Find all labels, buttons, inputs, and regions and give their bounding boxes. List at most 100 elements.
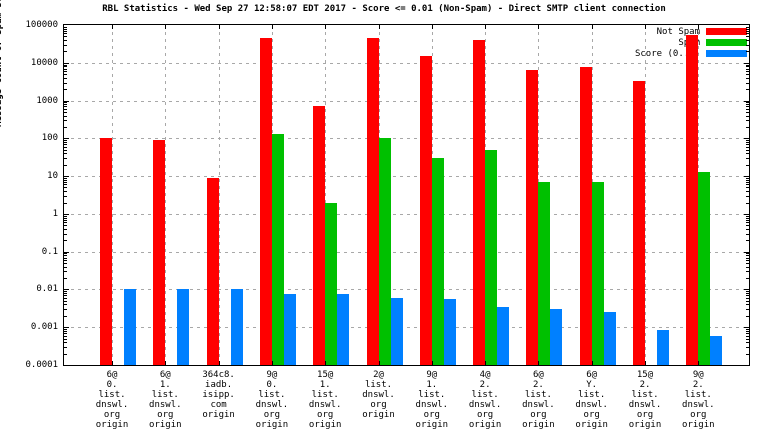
y-minor-tick-right (746, 191, 749, 193)
x-tick-label: 6@ 1. list. dnswl. org origin (149, 370, 182, 430)
y-minor-tick-right (746, 141, 749, 143)
x-tick-bottom (165, 361, 166, 365)
y-minor-tick-right (746, 338, 749, 340)
y-tick-label: 100000 (25, 20, 58, 30)
y-minor-tick-right (746, 195, 749, 197)
legend-swatch-spam (706, 39, 747, 46)
y-minor-tick-left (64, 28, 67, 30)
y-minor-tick-left (64, 30, 67, 32)
y-minor-tick-right (746, 330, 749, 332)
y-minor-tick-right (746, 177, 749, 179)
bar-spam (432, 158, 444, 365)
y-minor-tick-right (746, 315, 749, 317)
y-minor-tick-left (64, 335, 67, 337)
bar-not-spam (100, 138, 112, 365)
bar-score (550, 309, 562, 365)
x-tick-label: 4@ 2. list. dnswl. org origin (468, 370, 502, 430)
y-minor-tick-right (746, 304, 749, 306)
bar-not-spam (313, 106, 325, 365)
bar-not-spam (633, 81, 645, 365)
x-tick-bottom (219, 361, 220, 365)
y-minor-tick-right (746, 36, 749, 38)
y-minor-tick-left (64, 219, 67, 221)
gridline-vertical (325, 25, 326, 365)
y-tick-label: 100 (41, 133, 58, 144)
y-minor-tick-right (746, 153, 749, 155)
y-minor-tick-right (746, 120, 749, 122)
x-tick-top (592, 25, 593, 29)
gridline-horizontal (64, 251, 749, 253)
bar-spam (538, 182, 550, 365)
y-minor-tick-left (64, 108, 67, 110)
y-minor-tick-right (746, 64, 749, 66)
gridline-horizontal (64, 62, 749, 64)
y-minor-tick-right (746, 271, 749, 273)
bar-not-spam (420, 56, 432, 365)
legend-swatch-score (706, 50, 747, 57)
x-tick-bottom (272, 361, 273, 365)
y-tick-label: 1000 (36, 95, 58, 106)
y-minor-tick-right (746, 104, 749, 106)
gridline-horizontal (64, 327, 749, 329)
y-minor-tick-left (64, 36, 67, 38)
y-minor-tick-right (746, 140, 749, 142)
gridline-vertical (112, 25, 113, 365)
bar-score (710, 336, 722, 365)
bar-spam (325, 203, 337, 365)
y-minor-tick-left (64, 202, 67, 204)
y-minor-tick-right (746, 300, 749, 302)
bar-score (124, 289, 136, 365)
y-minor-tick-right (746, 278, 749, 280)
y-minor-tick-right (746, 146, 749, 148)
y-minor-tick-right (746, 89, 749, 91)
y-major-tick-left (64, 176, 69, 178)
x-tick-top (485, 25, 486, 29)
y-major-tick-right (744, 100, 749, 102)
gridline-vertical (165, 25, 166, 365)
y-minor-tick-left (64, 353, 67, 355)
y-minor-tick-right (746, 71, 749, 73)
bar-score (444, 299, 456, 365)
chart-title: RBL Statistics - Wed Sep 27 12:58:07 EDT… (102, 4, 666, 14)
y-minor-tick-left (64, 330, 67, 332)
bar-spam (485, 150, 497, 365)
y-minor-tick-left (64, 315, 67, 317)
y-minor-tick-left (64, 71, 67, 73)
x-tick-bottom (645, 361, 646, 365)
bar-spam (379, 138, 391, 365)
bar-not-spam (686, 35, 698, 365)
bar-score (391, 298, 403, 365)
y-minor-tick-right (746, 297, 749, 299)
y-minor-tick-left (64, 126, 67, 128)
y-major-tick-right (744, 138, 749, 140)
legend-entry: Not Spam (635, 26, 747, 37)
y-minor-tick-left (64, 191, 67, 193)
y-minor-tick-right (746, 115, 749, 117)
bar-not-spam (367, 38, 379, 365)
y-minor-tick-left (64, 146, 67, 148)
y-minor-tick-left (64, 233, 67, 235)
y-minor-tick-left (64, 40, 67, 42)
y-minor-tick-left (64, 144, 67, 146)
y-minor-tick-left (64, 300, 67, 302)
y-minor-tick-left (64, 26, 67, 28)
y-minor-tick-right (746, 255, 749, 257)
bar-not-spam (473, 40, 485, 365)
x-tick-top (698, 25, 699, 29)
y-minor-tick-right (746, 30, 749, 32)
y-minor-tick-right (746, 40, 749, 42)
x-tick-bottom (112, 361, 113, 365)
y-major-tick-left (64, 100, 69, 102)
y-minor-tick-right (746, 66, 749, 68)
y-minor-tick-left (64, 346, 67, 348)
x-tick-top (379, 25, 380, 29)
y-minor-tick-left (64, 104, 67, 106)
y-minor-tick-right (746, 26, 749, 28)
y-tick-label: 1 (52, 208, 58, 219)
y-major-tick-right (744, 213, 749, 215)
bar-score (497, 307, 509, 365)
y-minor-tick-left (64, 278, 67, 280)
x-tick-bottom (379, 361, 380, 365)
y-minor-tick-left (64, 271, 67, 273)
